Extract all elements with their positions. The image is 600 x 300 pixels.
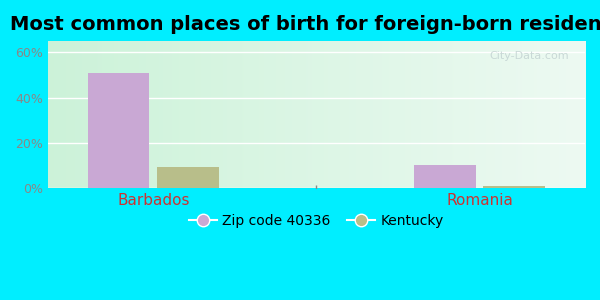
- Legend: Zip code 40336, Kentucky: Zip code 40336, Kentucky: [184, 208, 449, 234]
- Bar: [414, 165, 476, 188]
- Bar: [484, 185, 545, 188]
- Text: City-Data.com: City-Data.com: [489, 51, 569, 62]
- Title: Most common places of birth for foreign-born residents: Most common places of birth for foreign-…: [10, 15, 600, 34]
- Bar: [88, 73, 149, 188]
- Bar: [157, 167, 218, 188]
